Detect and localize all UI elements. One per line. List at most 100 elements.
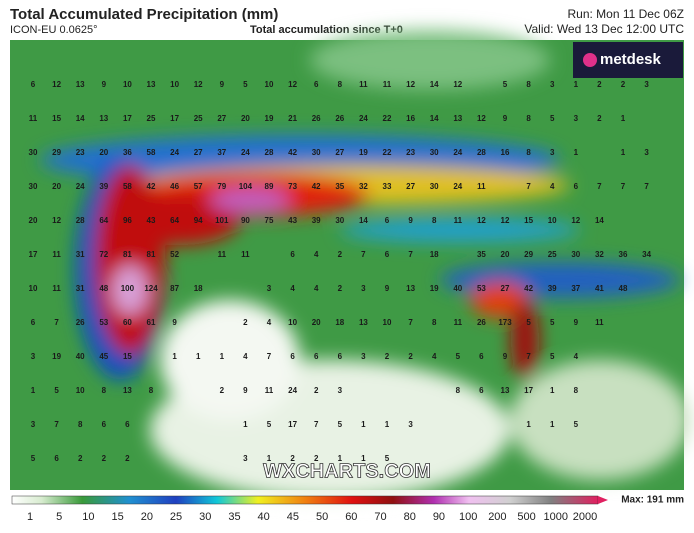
grid-value: 1 <box>220 352 225 361</box>
grid-value: 8 <box>149 386 154 395</box>
grid-value: 9 <box>172 318 177 327</box>
grid-value: 40 <box>76 352 85 361</box>
grid-value: 18 <box>430 250 439 259</box>
grid-value: 30 <box>430 182 439 191</box>
grid-value: 18 <box>335 318 344 327</box>
grid-value: 79 <box>217 182 226 191</box>
grid-value: 5 <box>338 420 343 429</box>
grid-value: 17 <box>29 250 38 259</box>
grid-value: 46 <box>170 182 179 191</box>
grid-value: 8 <box>432 216 437 225</box>
grid-value: 26 <box>312 114 321 123</box>
grid-value: 11 <box>218 250 227 259</box>
grid-value: 24 <box>76 182 85 191</box>
grid-value: 8 <box>78 420 83 429</box>
grid-value: 1 <box>385 420 390 429</box>
colorbar-tick-label: 500 <box>517 511 535 523</box>
grid-value: 3 <box>267 284 272 293</box>
grid-value: 8 <box>526 148 531 157</box>
grid-value: 2 <box>338 250 343 259</box>
grid-value: 6 <box>54 454 59 463</box>
grid-value: 30 <box>335 216 344 225</box>
colorbar-tick-label: 2000 <box>573 511 597 523</box>
grid-value: 13 <box>359 318 368 327</box>
grid-value: 28 <box>76 216 85 225</box>
grid-value: 9 <box>385 284 390 293</box>
grid-value: 3 <box>550 80 555 89</box>
grid-value: 19 <box>265 114 274 123</box>
grid-value: 173 <box>498 318 512 327</box>
grid-value: 6 <box>385 250 390 259</box>
grid-value: 53 <box>477 284 486 293</box>
grid-value: 2 <box>314 454 319 463</box>
grid-value: 11 <box>454 318 463 327</box>
grid-value: 8 <box>574 386 579 395</box>
watermark: WXCHARTS.COM <box>263 460 431 482</box>
grid-value: 2 <box>408 352 413 361</box>
grid-value: 6 <box>290 352 295 361</box>
colorbar-tick-label: 25 <box>170 511 182 523</box>
grid-value: 2 <box>621 80 626 89</box>
grid-value: 1 <box>338 454 343 463</box>
grid-value: 42 <box>312 182 321 191</box>
header-bg <box>0 0 694 40</box>
grid-value: 7 <box>267 352 272 361</box>
grid-value: 4 <box>267 318 272 327</box>
colorbar <box>11 495 599 505</box>
grid-value: 6 <box>479 352 484 361</box>
grid-value: 4 <box>314 250 319 259</box>
map: WXCHARTS.COM <box>10 30 690 500</box>
grid-value: 104 <box>239 182 253 191</box>
grid-value: 12 <box>477 114 486 123</box>
grid-value: 1 <box>267 454 272 463</box>
grid-value: 12 <box>406 80 415 89</box>
grid-value: 13 <box>123 386 132 395</box>
grid-value: 6 <box>338 352 343 361</box>
grid-value: 7 <box>408 318 413 327</box>
grid-value: 45 <box>99 352 108 361</box>
grid-value: 43 <box>147 216 156 225</box>
colorbar-tick-label: 15 <box>112 511 124 523</box>
logo-icon <box>583 53 597 67</box>
grid-value: 11 <box>359 80 368 89</box>
grid-value: 17 <box>123 114 132 123</box>
grid-value: 81 <box>147 250 156 259</box>
grid-value: 90 <box>241 216 250 225</box>
grid-value: 8 <box>456 386 461 395</box>
grid-value: 1 <box>550 386 555 395</box>
grid-value: 17 <box>288 420 297 429</box>
grid-value: 2 <box>597 80 602 89</box>
grid-value: 23 <box>406 148 415 157</box>
grid-value: 21 <box>288 114 297 123</box>
grid-value: 30 <box>29 148 38 157</box>
grid-value: 1 <box>361 420 366 429</box>
grid-value: 2 <box>314 386 319 395</box>
grid-value: 27 <box>217 114 226 123</box>
colorbar-tick-label: 20 <box>141 511 153 523</box>
valid-time: Valid: Wed 13 Dec 12:00 UTC <box>524 22 684 36</box>
grid-value: 15 <box>524 216 533 225</box>
grid-value: 52 <box>170 250 179 259</box>
grid-value: 10 <box>170 80 179 89</box>
grid-value: 9 <box>408 216 413 225</box>
colorbar-tick-label: 40 <box>258 511 270 523</box>
grid-value: 37 <box>217 148 226 157</box>
grid-value: 7 <box>314 420 319 429</box>
grid-value: 4 <box>290 284 295 293</box>
grid-value: 2 <box>125 454 130 463</box>
grid-value: 10 <box>265 80 274 89</box>
grid-value: 81 <box>123 250 132 259</box>
grid-value: 58 <box>147 148 156 157</box>
grid-value: 4 <box>314 284 319 293</box>
grid-value: 9 <box>243 386 248 395</box>
colorbar-tick-label: 45 <box>287 511 299 523</box>
grid-value: 9 <box>503 114 508 123</box>
grid-value: 20 <box>241 114 250 123</box>
grid-value: 13 <box>406 284 415 293</box>
grid-value: 31 <box>76 250 85 259</box>
grid-value: 24 <box>241 148 250 157</box>
grid-value: 9 <box>503 352 508 361</box>
grid-value: 13 <box>501 386 510 395</box>
grid-value: 100 <box>121 284 135 293</box>
